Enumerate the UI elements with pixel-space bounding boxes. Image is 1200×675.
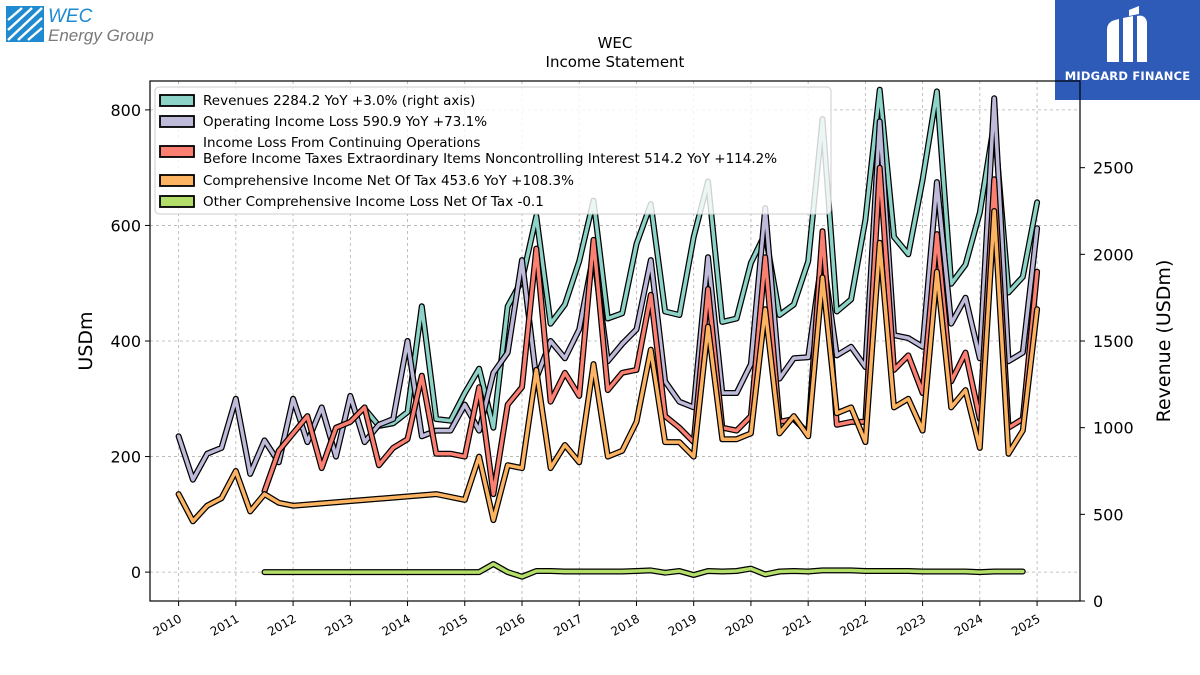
- left-axis: 0 200 400 600 800: [110, 101, 150, 582]
- series-pretax_income: [261, 164, 1041, 498]
- legend-entry-comprehensive_income: Comprehensive Income Net Of Tax 453.6 Yo…: [159, 173, 574, 189]
- right-tick-label: 0: [1093, 592, 1103, 611]
- chart-title: WEC: [598, 34, 633, 52]
- legend-label-operating_income: Operating Income Loss 590.9 YoY +73.1%: [203, 114, 487, 130]
- left-tick-label: 600: [110, 216, 141, 235]
- midgard-logo-mark-icon: [1107, 6, 1147, 63]
- right-tick-label: 2500: [1093, 159, 1134, 178]
- wec-logo: WEC Energy Group: [6, 6, 166, 46]
- legend-entry-operating_income: Operating Income Loss 590.9 YoY +73.1%: [159, 114, 487, 130]
- x-axis: 2010 2011 2012 2013 2014 2015 2016 2017 2018 2019…: [151, 601, 1043, 639]
- series-line-other_comprehensive: [262, 562, 1025, 579]
- series-line-pretax_income: [262, 165, 1039, 496]
- x-tick-label: 2023: [895, 611, 928, 638]
- x-tick-label: 2022: [837, 611, 870, 638]
- x-tick-label: 2013: [322, 611, 355, 638]
- series-line-comprehensive_income: [176, 209, 1039, 524]
- legend-entry-revenues: Revenues 2284.2 YoY +3.0% (right axis): [159, 93, 475, 109]
- legend-entry-other_comprehensive: Other Comprehensive Income Loss Net Of T…: [159, 194, 544, 210]
- wec-logo-mark-icon: [6, 6, 44, 42]
- legend-label-pretax_income-line2: Before Income Taxes Extraordinary Items …: [203, 151, 777, 167]
- series-lines: [175, 86, 1041, 580]
- legend-label-other_comprehensive: Other Comprehensive Income Loss Net Of T…: [203, 194, 544, 210]
- left-tick-label: 400: [110, 332, 141, 351]
- y-axis-label-left: USDm: [75, 311, 97, 370]
- right-axis: 0 500 1000 1500 2000 2500: [1080, 159, 1134, 611]
- left-tick-label: 200: [110, 448, 141, 467]
- legend-swatch-revenues: [159, 94, 195, 107]
- series-comprehensive_income: [175, 208, 1041, 525]
- left-tick-label: 800: [110, 101, 141, 120]
- legend-swatch-pretax_income: [159, 145, 195, 158]
- wec-logo-name: WEC: [48, 6, 93, 27]
- legend-swatch-operating_income: [159, 115, 195, 128]
- x-tick-label: 2012: [265, 611, 298, 638]
- wec-logo-tagline: Energy Group: [48, 26, 154, 45]
- midgard-logo-text: MIDGARD FINANCE: [1064, 69, 1191, 83]
- x-tick-label: 2018: [609, 611, 642, 638]
- midgard-finance-logo: MIDGARD FINANCE: [1055, 0, 1200, 100]
- right-tick-label: 2000: [1093, 245, 1134, 264]
- legend: Revenues 2284.2 YoY +3.0% (right axis) Op…: [154, 86, 832, 215]
- legend-swatch-comprehensive_income: [159, 174, 195, 187]
- x-tick-label: 2017: [551, 611, 584, 638]
- x-tick-label: 2025: [1009, 611, 1042, 638]
- right-tick-label: 1500: [1093, 332, 1134, 351]
- legend-box: [154, 86, 832, 215]
- y-axis-label-right: Revenue (USDm): [1153, 260, 1175, 423]
- legend-label-pretax_income-line1: Income Loss From Continuing Operations: [203, 135, 480, 151]
- x-tick-label: 2010: [151, 611, 184, 638]
- legend-entry-pretax_income: Income Loss From Continuing OperationsBe…: [159, 135, 777, 167]
- x-tick-label: 2011: [208, 611, 241, 638]
- x-tick-label: 2021: [780, 611, 813, 638]
- right-tick-label: 500: [1093, 505, 1124, 524]
- x-tick-label: 2019: [666, 611, 699, 638]
- x-tick-label: 2024: [952, 611, 985, 638]
- x-tick-label: 2014: [380, 611, 413, 638]
- legend-label-comprehensive_income: Comprehensive Income Net Of Tax 453.6 Yo…: [203, 173, 574, 189]
- x-tick-label: 2015: [437, 611, 470, 638]
- x-tick-label: 2020: [723, 611, 756, 638]
- left-tick-label: 0: [131, 563, 141, 582]
- chart-subtitle: Income Statement: [546, 53, 685, 71]
- legend-swatch-other_comprehensive: [159, 195, 195, 208]
- right-tick-label: 1000: [1093, 419, 1134, 438]
- x-tick-label: 2016: [494, 611, 527, 638]
- legend-label-revenues: Revenues 2284.2 YoY +3.0% (right axis): [203, 93, 475, 109]
- series-other_comprehensive: [261, 561, 1026, 580]
